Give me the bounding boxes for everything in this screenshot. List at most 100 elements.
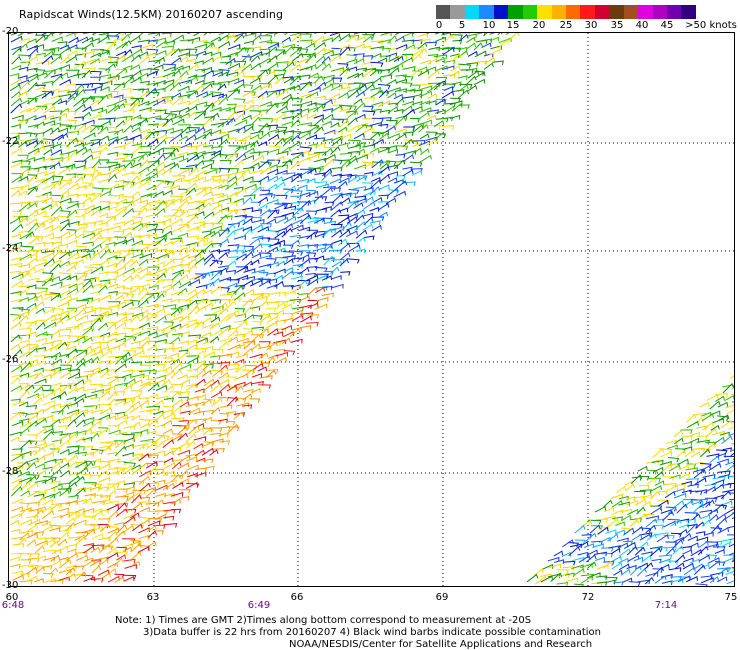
wind-barb bbox=[666, 485, 679, 492]
wind-barb bbox=[644, 576, 655, 585]
wind-barb bbox=[203, 42, 215, 51]
wind-barb bbox=[250, 130, 264, 136]
wind-barb bbox=[242, 279, 254, 287]
wind-barb bbox=[194, 348, 207, 353]
wind-barb bbox=[354, 209, 366, 217]
wind-barb bbox=[139, 176, 151, 183]
wind-barb bbox=[114, 294, 124, 301]
wind-barb bbox=[180, 126, 191, 135]
wind-barb bbox=[154, 332, 168, 338]
wind-barb bbox=[124, 564, 137, 569]
wind-barb bbox=[251, 34, 262, 43]
wind-barb bbox=[244, 183, 257, 190]
wind-barb bbox=[91, 544, 105, 549]
wind-barb bbox=[185, 293, 199, 302]
legend-swatch bbox=[522, 5, 538, 19]
wind-barb bbox=[130, 197, 142, 204]
wind-barb bbox=[83, 576, 96, 582]
wind-barb bbox=[82, 327, 94, 336]
wind-barb bbox=[298, 258, 311, 268]
wind-barb bbox=[106, 337, 117, 343]
wind-barb bbox=[314, 95, 327, 101]
note-line-3: NOAA/NESDIS/Center for Satellite Applica… bbox=[289, 639, 593, 650]
wind-barb bbox=[226, 33, 236, 42]
wind-barb bbox=[154, 413, 165, 422]
wind-barb bbox=[148, 240, 161, 246]
wind-barb bbox=[267, 90, 281, 95]
wind-barb bbox=[42, 183, 55, 190]
wind-barb bbox=[114, 179, 125, 185]
wind-barb bbox=[690, 431, 701, 437]
wind-barb bbox=[139, 364, 152, 370]
wind-barb bbox=[251, 84, 263, 93]
wind-barb bbox=[268, 128, 280, 134]
wind-barb bbox=[306, 231, 317, 240]
wind-barb bbox=[355, 90, 366, 98]
wind-barb bbox=[291, 34, 302, 42]
wind-barb bbox=[99, 86, 110, 92]
wind-barb bbox=[121, 433, 136, 439]
wind-barb bbox=[643, 562, 654, 571]
wind-barb bbox=[378, 123, 389, 129]
wind-barb bbox=[17, 75, 28, 80]
wind-barb bbox=[217, 214, 229, 224]
wind-barb bbox=[145, 168, 158, 177]
wind-barb bbox=[177, 246, 188, 253]
wind-barb bbox=[314, 233, 325, 238]
wind-barb bbox=[26, 434, 38, 439]
wind-barb bbox=[337, 238, 348, 247]
wind-barb bbox=[705, 543, 719, 549]
wind-barb bbox=[193, 360, 206, 365]
wind-barb bbox=[227, 222, 240, 228]
wind-barb bbox=[339, 133, 352, 140]
wind-barb bbox=[177, 223, 190, 231]
wind-barb bbox=[369, 220, 381, 225]
wind-barb bbox=[170, 308, 181, 316]
wind-barb bbox=[618, 501, 631, 507]
wind-barb bbox=[27, 518, 41, 526]
wind-barb bbox=[163, 462, 176, 469]
wind-barb bbox=[259, 35, 273, 40]
wind-barb bbox=[162, 439, 175, 448]
wind-barb bbox=[107, 377, 119, 385]
wind-barb bbox=[113, 221, 126, 227]
wind-barb bbox=[664, 546, 677, 551]
wind-barb bbox=[83, 89, 97, 94]
wind-barb bbox=[129, 456, 140, 463]
wind-barb bbox=[99, 307, 113, 313]
wind-barb bbox=[107, 271, 119, 277]
wind-barb bbox=[684, 512, 699, 517]
wind-barb bbox=[227, 260, 237, 267]
wind-barb bbox=[35, 60, 49, 65]
wind-barb bbox=[155, 363, 166, 369]
wind-barb bbox=[194, 401, 205, 407]
wind-barb bbox=[580, 575, 593, 584]
wind-barb bbox=[123, 140, 135, 147]
wind-barb bbox=[196, 457, 206, 463]
wind-barb bbox=[274, 356, 287, 364]
wind-barb bbox=[41, 477, 53, 484]
wind-barb bbox=[646, 477, 657, 485]
wind-barb bbox=[170, 323, 182, 330]
legend-label-10: 10 bbox=[482, 20, 496, 31]
wind-barb bbox=[569, 543, 583, 549]
wind-barb bbox=[146, 466, 158, 476]
wind-barb bbox=[378, 47, 392, 53]
wind-barb bbox=[105, 489, 117, 499]
wind-barb bbox=[83, 559, 96, 567]
wind-barb bbox=[41, 196, 53, 204]
wind-barb bbox=[481, 42, 492, 49]
wind-barb bbox=[705, 554, 718, 560]
lat-label-30s: -30 bbox=[2, 580, 19, 591]
wind-barb bbox=[362, 83, 375, 93]
wind-barb bbox=[606, 518, 620, 528]
wind-barb bbox=[50, 502, 63, 508]
wind-barb bbox=[282, 130, 295, 135]
wind-barb bbox=[98, 427, 109, 432]
wind-barb bbox=[649, 490, 661, 500]
wind-barb bbox=[211, 222, 224, 228]
wind-barb bbox=[630, 565, 642, 576]
wind-barb bbox=[329, 249, 342, 255]
wind-barb bbox=[185, 343, 198, 351]
wind-barb bbox=[154, 339, 167, 344]
